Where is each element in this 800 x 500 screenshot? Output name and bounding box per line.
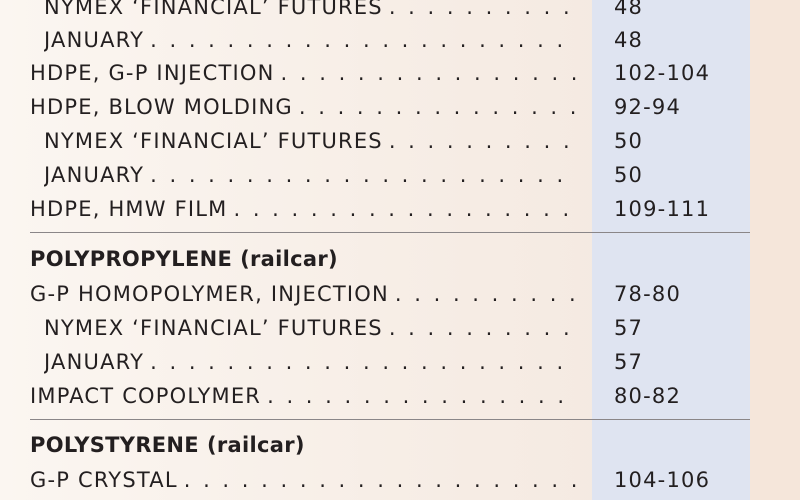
row-value: 57 [614, 350, 644, 374]
leader-dots [233, 197, 576, 221]
table-row: NYMEX ‘FINANCIAL’ FUTURES 57 [0, 311, 750, 345]
row-value: 50 [614, 163, 644, 187]
price-table: NYMEX ‘FINANCIAL’ FUTURES 48 JANUARY 48 … [0, 0, 750, 500]
row-value: 78-80 [614, 282, 682, 306]
leader-dots [389, 316, 576, 340]
leader-dots [299, 95, 576, 119]
row-value: 80-82 [614, 384, 682, 408]
leader-dots [184, 468, 576, 492]
table-row: NYMEX ‘FINANCIAL’ FUTURES 50 [0, 124, 750, 158]
page-margin-strip [750, 0, 800, 500]
row-value: 48 [614, 28, 644, 52]
row-label: G-P HOMOPOLYMER, INJECTION [30, 282, 389, 306]
row-value: 48 [614, 0, 644, 19]
table-row: G-P HOMOPOLYMER, INJECTION 78-80 [0, 277, 750, 311]
leader-dots [281, 61, 576, 85]
section-heading-title: POLYPROPYLENE [30, 247, 233, 271]
row-value: 57 [614, 316, 644, 340]
leader-dots [150, 350, 576, 374]
section-divider [30, 419, 750, 420]
table-row: NYMEX ‘FINANCIAL’ FUTURES 48 [0, 0, 750, 24]
table-row: JANUARY 50 [0, 158, 750, 192]
row-label: HDPE, HMW FILM [30, 197, 228, 221]
row-value: 102-104 [614, 61, 711, 85]
leader-dots [389, 129, 576, 153]
row-label: G-P CRYSTAL [30, 468, 178, 492]
row-label: JANUARY [44, 28, 145, 52]
section-heading: POLYPROPYLENE (railcar) [30, 242, 590, 276]
leader-dots [150, 28, 576, 52]
leader-dots [267, 384, 576, 408]
table-row: IMPACT COPOLYMER 80-82 [0, 379, 750, 413]
row-value: 109-111 [614, 197, 711, 221]
leader-dots [389, 0, 576, 19]
table-row: JANUARY 57 [0, 345, 750, 379]
row-label: HDPE, BLOW MOLDING [30, 95, 293, 119]
row-label: NYMEX ‘FINANCIAL’ FUTURES [44, 129, 383, 153]
row-value: 104-106 [614, 468, 711, 492]
row-label: NYMEX ‘FINANCIAL’ FUTURES [44, 0, 383, 19]
section-heading-note: (railcar) [240, 247, 338, 271]
row-value: 92-94 [614, 95, 682, 119]
section-heading: POLYSTYRENE (railcar) [30, 428, 590, 462]
row-label: HDPE, G-P INJECTION [30, 61, 275, 85]
row-label: JANUARY [44, 163, 145, 187]
row-label: IMPACT COPOLYMER [30, 384, 262, 408]
row-label: JANUARY [44, 350, 145, 374]
section-divider [30, 232, 750, 233]
leader-dots [150, 163, 576, 187]
price-column-background [592, 0, 750, 500]
table-row: HDPE, HMW FILM 109-111 [0, 192, 750, 226]
table-row: HDPE, BLOW MOLDING 92-94 [0, 90, 750, 124]
table-row: HDPE, G-P INJECTION 102-104 [0, 56, 750, 90]
leader-dots [395, 282, 576, 306]
table-row: G-P CRYSTAL 104-106 [0, 463, 750, 497]
row-value: 50 [614, 129, 644, 153]
table-row: JANUARY 48 [0, 23, 750, 57]
section-heading-note: (railcar) [206, 433, 305, 457]
section-heading-title: POLYSTYRENE [30, 433, 199, 457]
row-label: NYMEX ‘FINANCIAL’ FUTURES [44, 316, 383, 340]
